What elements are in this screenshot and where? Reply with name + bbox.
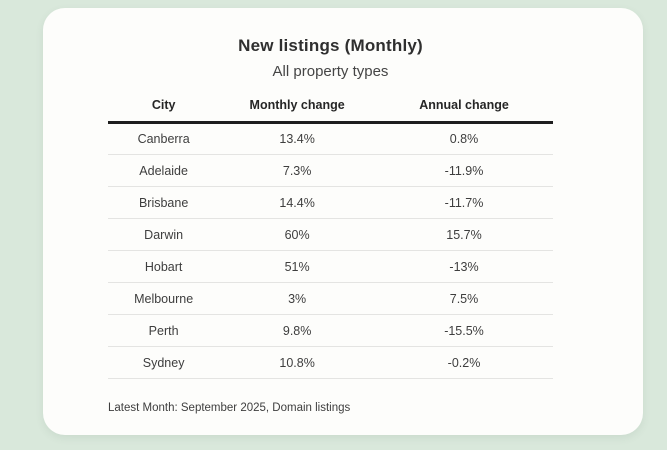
monthly-change-cell: 7.3% xyxy=(219,154,375,187)
table-header-row: City Monthly change Annual change xyxy=(108,94,553,124)
city-cell: Sydney xyxy=(108,346,220,379)
listings-table: City Monthly change Annual change Canber… xyxy=(108,94,553,379)
city-cell: Brisbane xyxy=(108,186,220,219)
city-cell: Perth xyxy=(108,314,220,347)
monthly-change-cell: 10.8% xyxy=(219,346,375,379)
annual-change-cell: 7.5% xyxy=(375,282,553,315)
source-note: Latest Month: September 2025, Domain lis… xyxy=(108,402,351,414)
table-row: Perth 9.8% -15.5% xyxy=(108,314,553,347)
table-row: Melbourne 3% 7.5% xyxy=(108,282,553,315)
column-header-annual-change: Annual change xyxy=(375,94,553,124)
listings-card: New listings (Monthly) All property type… xyxy=(43,8,643,435)
monthly-change-cell: 14.4% xyxy=(219,186,375,219)
table-row: Hobart 51% -13% xyxy=(108,250,553,283)
annual-change-cell: -11.9% xyxy=(375,154,553,187)
city-cell: Melbourne xyxy=(108,282,220,315)
monthly-change-cell: 51% xyxy=(219,250,375,283)
city-cell: Canberra xyxy=(108,122,220,155)
city-cell: Adelaide xyxy=(108,154,220,187)
annual-change-cell: 15.7% xyxy=(375,218,553,251)
card-content: New listings (Monthly) All property type… xyxy=(108,8,553,414)
city-cell: Hobart xyxy=(108,250,220,283)
annual-change-cell: -15.5% xyxy=(375,314,553,347)
annual-change-cell: -0.2% xyxy=(375,346,553,379)
table-row: Brisbane 14.4% -11.7% xyxy=(108,186,553,219)
monthly-change-cell: 60% xyxy=(219,218,375,251)
table-row: Adelaide 7.3% -11.9% xyxy=(108,154,553,187)
annual-change-cell: 0.8% xyxy=(375,122,553,155)
table-row: Darwin 60% 15.7% xyxy=(108,218,553,251)
page-subtitle: All property types xyxy=(272,63,389,80)
annual-change-cell: -11.7% xyxy=(375,186,553,219)
monthly-change-cell: 3% xyxy=(219,282,375,315)
page-title: New listings (Monthly) xyxy=(238,36,423,55)
monthly-change-cell: 9.8% xyxy=(219,314,375,347)
annual-change-cell: -13% xyxy=(375,250,553,283)
table-row: Canberra 13.4% 0.8% xyxy=(108,122,553,155)
table-row: Sydney 10.8% -0.2% xyxy=(108,346,553,379)
column-header-city: City xyxy=(108,94,220,124)
column-header-monthly-change: Monthly change xyxy=(219,94,375,124)
city-cell: Darwin xyxy=(108,218,220,251)
monthly-change-cell: 13.4% xyxy=(219,122,375,155)
